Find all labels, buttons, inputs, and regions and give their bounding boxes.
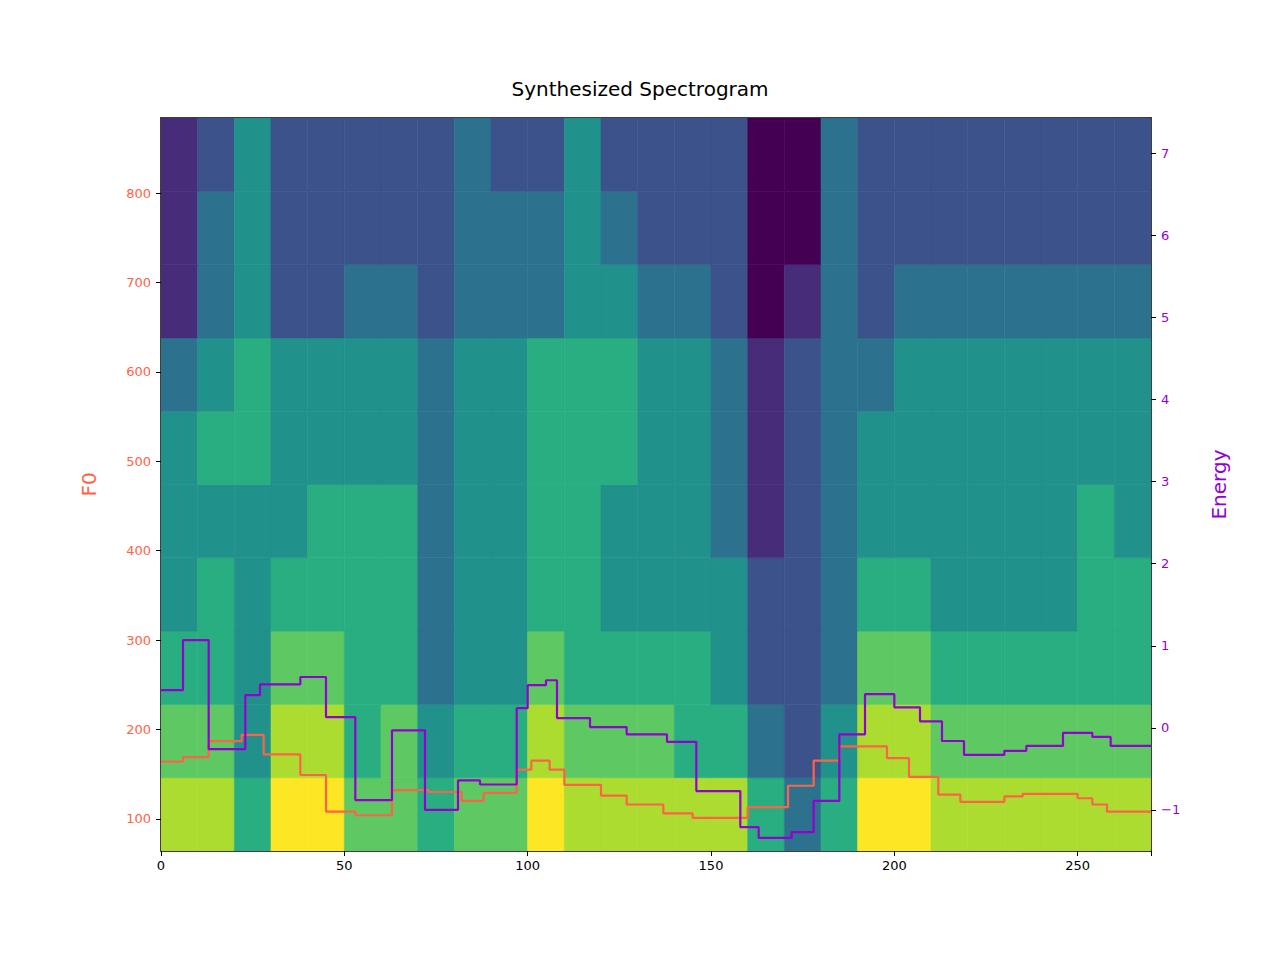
svg-text:100: 100: [515, 858, 540, 873]
svg-text:5: 5: [1161, 310, 1169, 325]
svg-text:3: 3: [1161, 474, 1169, 489]
svg-text:F0: F0: [77, 472, 101, 496]
svg-text:6: 6: [1161, 228, 1169, 243]
svg-text:2: 2: [1161, 556, 1169, 571]
svg-text:Energy: Energy: [1207, 449, 1231, 519]
svg-text:−1: −1: [1161, 802, 1180, 817]
svg-text:0: 0: [1161, 720, 1169, 735]
svg-text:700: 700: [126, 275, 151, 290]
svg-text:200: 200: [126, 722, 151, 737]
svg-text:50: 50: [336, 858, 353, 873]
svg-text:1: 1: [1161, 638, 1169, 653]
svg-text:150: 150: [699, 858, 724, 873]
svg-text:800: 800: [126, 186, 151, 201]
svg-text:400: 400: [126, 543, 151, 558]
svg-text:0: 0: [157, 858, 165, 873]
svg-text:200: 200: [882, 858, 907, 873]
svg-text:600: 600: [126, 364, 151, 379]
svg-text:Synthesized Spectrogram: Synthesized Spectrogram: [511, 77, 768, 101]
svg-text:250: 250: [1065, 858, 1090, 873]
svg-text:7: 7: [1161, 146, 1169, 161]
svg-text:300: 300: [126, 633, 151, 648]
svg-text:4: 4: [1161, 392, 1169, 407]
svg-text:100: 100: [126, 811, 151, 826]
svg-text:500: 500: [126, 454, 151, 469]
